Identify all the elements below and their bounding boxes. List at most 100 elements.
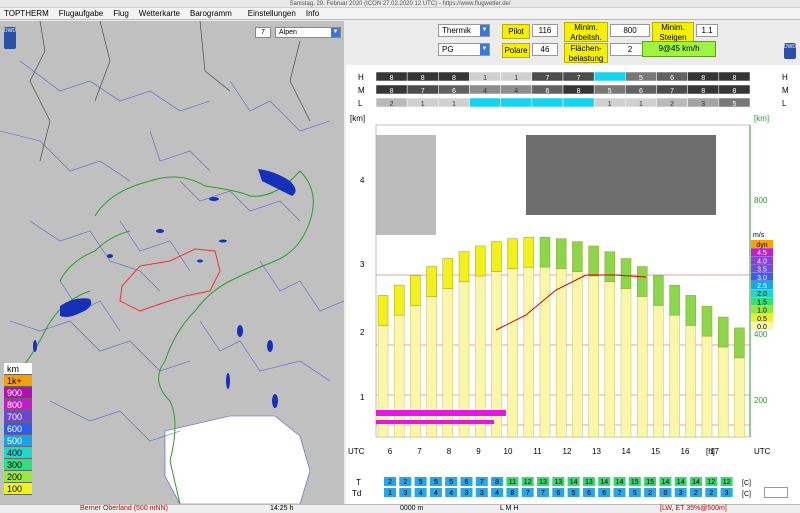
status-time: 14:25 h <box>270 505 294 512</box>
legend-title: km <box>4 363 32 375</box>
map-panel[interactable]: DWD 7 Alpen ▼ km 1k+ 900 800 700 600 500… <box>0 21 344 504</box>
wind-value: 9@45 km/h <box>642 41 716 57</box>
x-axis-tick: 16 <box>681 447 690 456</box>
legend-item: 700 <box>4 411 32 423</box>
climb-legend-title: m/s <box>753 232 765 239</box>
climb-band <box>442 258 454 289</box>
cloud-cell-value: 8 <box>701 75 705 82</box>
climb-legend-swatch <box>751 264 773 273</box>
cloud-cell-value: 1 <box>514 75 518 82</box>
mode-select[interactable]: Thermik ▼ <box>438 24 490 37</box>
temp-value: 13 <box>585 479 593 486</box>
temp-cell <box>399 477 412 486</box>
dew-cell <box>567 488 580 497</box>
thermal-column <box>620 288 632 438</box>
forecast-chart[interactable]: H H8 8 8 1 1 7 7 5 6 8 8M M8 7 6 4 4 6 8 5 6 7 8 8L L2 1 1 1 1 2 3 5[km… <box>346 65 800 504</box>
climb-band <box>620 258 632 289</box>
zoom-select[interactable]: 7 <box>255 27 271 38</box>
climb-legend-swatch <box>751 256 773 265</box>
cloud-cell <box>718 84 751 95</box>
dew-cell <box>491 488 504 497</box>
temp-value: 8 <box>495 479 499 486</box>
temp-value: 2 <box>388 479 392 486</box>
window-title: Samstag, 29. Februar 2020 (ICON 27.02.20… <box>0 0 800 8</box>
min-climb-input[interactable]: 1.1 <box>696 24 718 37</box>
cloud-cell-value: 8 <box>421 75 425 82</box>
climb-legend-label: 3.5 <box>757 267 767 274</box>
temp-cell <box>429 477 442 486</box>
wing-loading-label: Flächen- belastung <box>564 43 608 63</box>
min-work-height-label: Minim. Arbeitsh. <box>564 22 608 42</box>
climb-legend-swatch <box>751 322 773 330</box>
y-left-tick: 3 <box>360 260 365 269</box>
climb-band <box>717 316 729 348</box>
legend-item: 1k+ <box>4 375 32 387</box>
climb-legend-label: 4.0 <box>757 258 767 265</box>
dew-value: 2 <box>709 490 713 497</box>
dew-cell <box>414 488 427 497</box>
x-axis-tick: 17 <box>710 447 719 456</box>
thermal-column <box>701 335 713 438</box>
terrain-map[interactable] <box>0 21 344 504</box>
mode-select-value: Thermik <box>442 26 471 35</box>
temp-unit: [C] <box>742 480 751 487</box>
menu-wetterkarte[interactable]: Wetterkarte <box>138 9 180 18</box>
dew-cell <box>445 488 458 497</box>
temp-cell <box>690 477 702 486</box>
cloud-cell-value: 1 <box>421 101 425 108</box>
dwd-logo: DWD <box>4 27 16 49</box>
cloud-block <box>376 135 436 235</box>
chevron-down-icon: ▼ <box>480 25 489 36</box>
cloud-row-label: M <box>358 86 365 95</box>
x-axis-tick: 8 <box>447 447 452 456</box>
cloud-block <box>526 135 716 215</box>
status-height: 0000 m <box>400 505 424 512</box>
climb-band <box>507 238 518 269</box>
x-axis-label: UTC <box>348 447 365 456</box>
thermal-column <box>669 314 680 438</box>
climb-band <box>604 251 616 282</box>
chevron-down-icon: ▼ <box>331 28 340 37</box>
legend-item: 300 <box>4 459 32 471</box>
temp-value: 14 <box>570 479 578 486</box>
region-select[interactable]: Alpen ▼ <box>275 27 341 38</box>
pilot-input[interactable]: 116 <box>532 24 558 37</box>
menu-barogramm[interactable]: Barogramm <box>190 9 232 18</box>
dew-value: 3 <box>725 490 729 497</box>
menu-toptherm[interactable]: TOPTHERM <box>4 9 49 18</box>
menu-einstellungen[interactable]: Einstellungen <box>247 9 296 18</box>
status-right: [LW, ET 35%@500m] <box>660 505 727 512</box>
menu-flugaufgabe[interactable]: Flugaufgabe <box>58 9 104 18</box>
dew-cell <box>399 488 412 497</box>
climb-legend-label: 3.0 <box>757 275 767 282</box>
thermal-column <box>588 275 599 438</box>
x-axis-tick: 14 <box>622 447 631 456</box>
dew-cell <box>598 488 611 497</box>
dew-value: 5 <box>572 490 576 497</box>
x-axis-tick: 13 <box>592 447 601 456</box>
dew-cell <box>384 488 396 497</box>
region-select-value: Alpen <box>279 29 297 36</box>
temp-cell <box>613 477 626 486</box>
climb-band <box>491 241 502 272</box>
climb-band <box>685 295 697 326</box>
menu-flug[interactable]: Flug <box>113 9 129 18</box>
x-axis-tick: 15 <box>651 447 660 456</box>
cloud-row-label: H <box>782 73 788 82</box>
dew-value: 2 <box>694 490 698 497</box>
offset-spinner[interactable] <box>764 487 788 498</box>
polare-input[interactable]: 46 <box>532 43 558 56</box>
cloud-cell <box>718 97 751 108</box>
dew-cell <box>628 488 641 497</box>
temp-cell <box>567 477 580 486</box>
dew-value: 6 <box>556 490 560 497</box>
temp-cell <box>552 477 565 486</box>
x-axis-tick: 11 <box>533 447 542 456</box>
menu-info[interactable]: Info <box>305 9 320 18</box>
polar-type-select[interactable]: PG ▼ <box>438 43 490 56</box>
thermal-column <box>539 266 551 438</box>
cloud-cell-value: 8 <box>701 88 705 95</box>
dew-value: 8 <box>510 490 514 497</box>
dew-value: 3 <box>465 490 469 497</box>
min-work-height-input[interactable]: 800 <box>610 24 650 37</box>
